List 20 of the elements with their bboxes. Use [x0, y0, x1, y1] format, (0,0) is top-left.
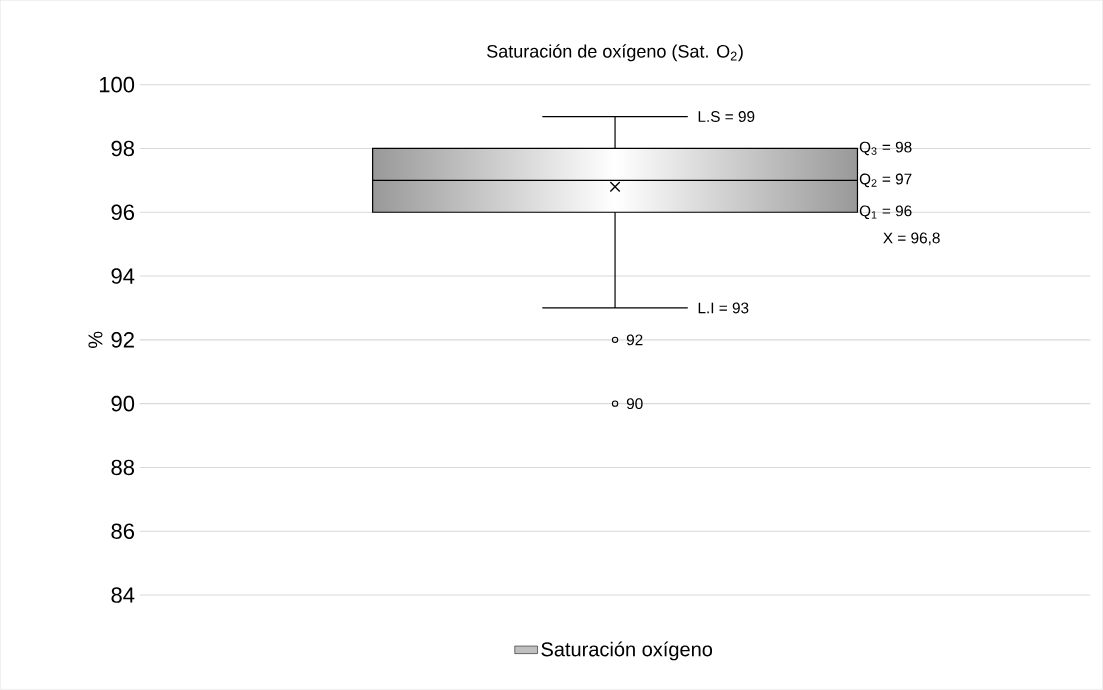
y-tick-label: 84 [111, 587, 135, 603]
annotation: L.I = 93 [698, 302, 749, 314]
y-tick-label: 86 [111, 523, 135, 540]
y-tick-label: 100 [99, 76, 135, 93]
annotation: Q$_{1}$ = 96 [859, 205, 912, 220]
annotation: 90 [626, 398, 643, 410]
y-axis-title: % [88, 331, 103, 349]
annotation: L.S = 99 [698, 111, 755, 123]
chart-title: Saturación de oxígeno (Sat. O$_{2}$) [487, 44, 743, 62]
annotation: X = 96,8 [883, 232, 940, 246]
annotation: Q$_{3}$ = 98 [859, 141, 912, 156]
y-tick-label: 92 [111, 332, 134, 348]
y-tick-label: 88 [111, 459, 135, 476]
y-tick-label: 94 [111, 268, 135, 284]
annotation: 92 [626, 334, 643, 346]
y-tick-label: 90 [111, 395, 135, 412]
annotation: Q$_{2}$ = 97 [859, 173, 912, 188]
y-tick-label: 98 [111, 140, 135, 157]
legend-label: Saturación oxígeno [541, 641, 713, 661]
y-tick-label: 96 [111, 204, 135, 221]
